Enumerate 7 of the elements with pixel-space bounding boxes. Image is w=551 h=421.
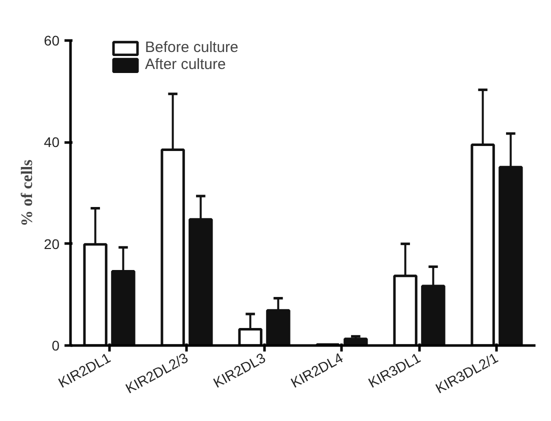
y-tick-label: 0 <box>52 338 60 354</box>
legend-label: After culture <box>145 56 226 73</box>
legend-label: Before culture <box>145 39 238 56</box>
y-tick-label: 40 <box>44 134 60 150</box>
y-tick-label: 60 <box>44 32 60 48</box>
y-axis-title: % of cells <box>18 160 36 226</box>
y-tick-label: 20 <box>44 236 60 252</box>
